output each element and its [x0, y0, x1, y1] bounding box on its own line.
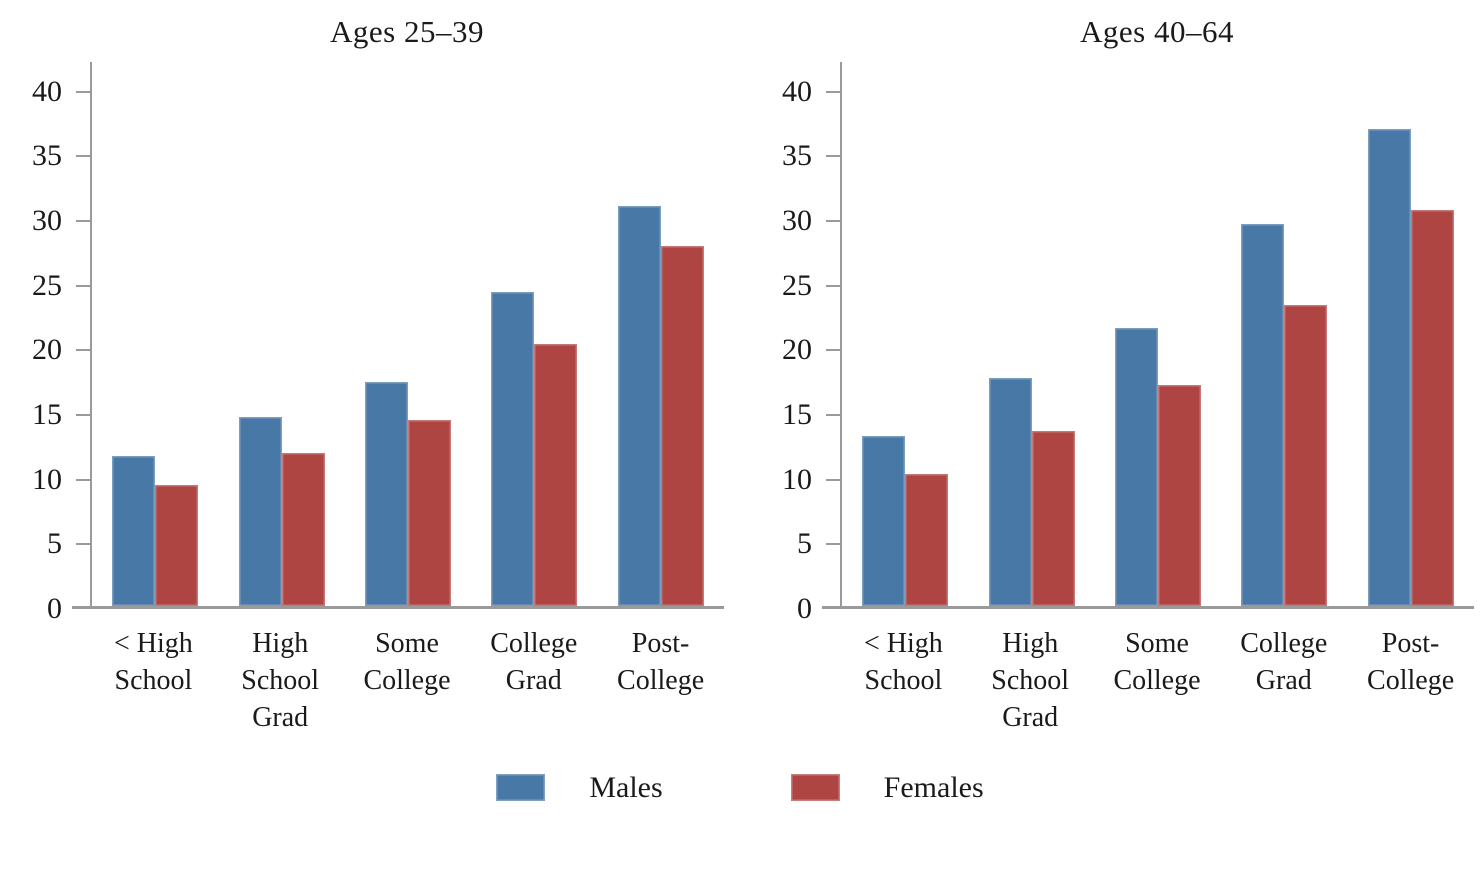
bar-females-5 [1410, 209, 1454, 606]
y-tick-label-40: 40 [782, 74, 812, 108]
x-axis-baseline-extension [72, 606, 90, 609]
bar-females-5 [660, 245, 704, 606]
y-tick-mark-15 [826, 414, 840, 417]
plot-row: 0 5 10 15 20 25 30 35 40 [756, 62, 1474, 624]
chart-title: Ages 25–39 [330, 14, 484, 49]
bar-males-5 [1367, 128, 1411, 606]
bar-females-4 [534, 343, 578, 606]
x-tick-label-2: High School Grad [241, 628, 320, 734]
y-tick-label-40: 40 [32, 74, 62, 108]
bar-males-5 [617, 206, 661, 606]
chart-ages-25-39: Ages 25–39 0 5 10 15 20 25 30 35 40 < High Schoo… [6, 10, 724, 737]
y-tick-mark-40 [826, 90, 840, 93]
bar-group-3 [345, 62, 471, 606]
y-tick-label-20: 20 [782, 333, 812, 367]
y-tick-label-0: 0 [47, 592, 62, 625]
bar-females-1 [905, 473, 949, 606]
x-axis-labels: < High School High School Grad Some Colleg… [840, 609, 1474, 737]
y-tick-label-35: 35 [782, 139, 812, 173]
chart-ages-40-64: Ages 40–64 0 5 10 15 20 25 30 35 40 < High Schoo… [756, 10, 1474, 737]
bar-females-1 [155, 485, 199, 606]
bar-males-2 [238, 416, 282, 606]
bar-males-2 [988, 378, 1032, 606]
y-tick-mark-5 [826, 543, 840, 546]
bar-group-1 [92, 62, 218, 606]
bar-females-4 [1284, 305, 1328, 606]
bar-females-2 [1031, 431, 1075, 606]
bar-group-5 [598, 62, 724, 606]
y-tick-mark-40 [76, 90, 90, 93]
bar-group-2 [218, 62, 344, 606]
y-tick-mark-5 [76, 543, 90, 546]
bar-females-3 [408, 419, 452, 606]
bar-group-4 [1221, 62, 1347, 606]
y-tick-mark-35 [826, 155, 840, 158]
x-tick-label-4: College Grad [490, 628, 578, 697]
bar-males-1 [862, 436, 906, 606]
charts-row: Ages 25–39 0 5 10 15 20 25 30 35 40 < High Schoo… [0, 10, 1480, 737]
bar-group-2 [968, 62, 1094, 606]
y-tick-label-5: 5 [797, 527, 812, 561]
plot-row: 0 5 10 15 20 25 30 35 40 [6, 62, 724, 624]
y-tick-label-15: 15 [782, 398, 812, 432]
x-axis-baseline-extension [822, 606, 840, 609]
y-axis: 0 5 10 15 20 25 30 35 40 [756, 62, 840, 624]
y-tick-label-0: 0 [797, 592, 812, 625]
bar-group-5 [1348, 62, 1474, 606]
legend-entry-females: Females [790, 770, 984, 805]
x-tick-label-4: College Grad [1240, 628, 1328, 697]
bar-group-4 [471, 62, 597, 606]
plot-area [90, 62, 724, 609]
y-tick-label-30: 30 [782, 204, 812, 238]
y-tick-label-10: 10 [782, 462, 812, 496]
legend-entry-males: Males [496, 770, 663, 805]
y-tick-mark-25 [76, 284, 90, 287]
x-tick-label-1: < High School [114, 628, 193, 697]
bar-males-3 [365, 382, 409, 606]
bar-females-3 [1158, 384, 1202, 606]
y-tick-mark-35 [76, 155, 90, 158]
x-tick-label-3: Some College [1113, 628, 1201, 697]
y-tick-mark-20 [76, 349, 90, 352]
bar-group-3 [1095, 62, 1221, 606]
y-tick-label-5: 5 [47, 527, 62, 561]
y-tick-mark-30 [76, 220, 90, 223]
y-tick-mark-25 [826, 284, 840, 287]
y-tick-mark-20 [826, 349, 840, 352]
x-tick-label-1: < High School [864, 628, 943, 697]
y-tick-mark-15 [76, 414, 90, 417]
bar-males-4 [491, 292, 535, 606]
chart-title: Ages 40–64 [1080, 14, 1234, 49]
x-tick-label-5: Post- College [617, 628, 705, 697]
y-tick-mark-30 [826, 220, 840, 223]
bar-males-1 [112, 455, 156, 606]
y-tick-label-15: 15 [32, 398, 62, 432]
males-color-swatch-icon [496, 774, 546, 802]
bar-group-1 [842, 62, 968, 606]
x-axis-labels: < High School High School Grad Some Colleg… [90, 609, 724, 737]
y-tick-label-35: 35 [32, 139, 62, 173]
y-tick-mark-10 [826, 478, 840, 481]
y-tick-label-25: 25 [32, 268, 62, 302]
y-tick-label-20: 20 [32, 333, 62, 367]
legend-label-males: Males [589, 770, 663, 804]
bar-males-4 [1241, 224, 1285, 606]
y-tick-mark-10 [76, 478, 90, 481]
x-tick-label-3: Some College [363, 628, 451, 697]
bar-males-3 [1115, 328, 1159, 606]
y-tick-label-25: 25 [782, 268, 812, 302]
y-tick-label-10: 10 [32, 462, 62, 496]
x-tick-label-5: Post- College [1367, 628, 1455, 697]
y-tick-label-30: 30 [32, 204, 62, 238]
bar-females-2 [281, 452, 325, 606]
plot-area [840, 62, 1474, 609]
females-color-swatch-icon [790, 774, 840, 802]
legend-label-females: Females [883, 770, 984, 804]
x-tick-label-2: High School Grad [991, 628, 1070, 734]
legend: Males Females [0, 771, 1480, 805]
y-axis: 0 5 10 15 20 25 30 35 40 [6, 62, 90, 624]
